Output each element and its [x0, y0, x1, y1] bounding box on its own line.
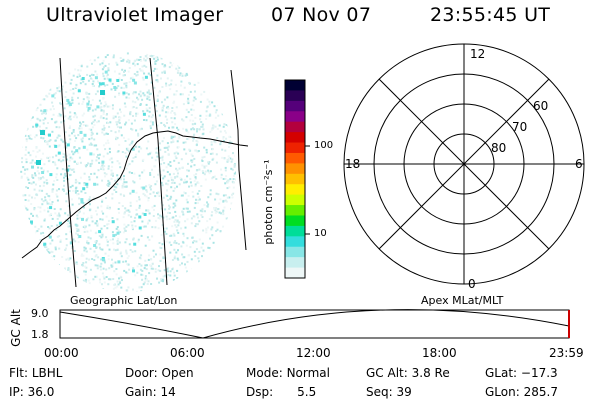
- header-title: Ultraviolet Imager: [46, 4, 224, 26]
- aurora-speckle: [20, 52, 236, 292]
- polar-plot: 12 18 6 0 60 70 80: [343, 43, 585, 291]
- geographic-image: [20, 52, 249, 292]
- altitude-timeline: GC Alt 9.0 1.8: [9, 307, 570, 347]
- header-time: 23:55:45 UT: [430, 4, 551, 26]
- colorbar: photon cm⁻²s⁻¹: [262, 79, 310, 279]
- info-gain: Gain: 14: [125, 385, 176, 399]
- info-glon-value: 285.7: [523, 385, 558, 399]
- mlt-label-left: 18: [345, 157, 360, 171]
- info-mode: Mode: Normal: [246, 366, 330, 380]
- colorbar-unit-label: photon cm⁻²s⁻¹: [262, 159, 275, 244]
- meridian-line: [149, 57, 168, 286]
- info-door: Door: Open: [125, 366, 194, 380]
- header-date: 07 Nov 07: [271, 4, 372, 26]
- timeline-ylabel: GC Alt: [9, 309, 23, 347]
- geographic-label: Geographic Lat/Lon: [70, 294, 178, 307]
- info-dsp: Dsp: 5.5: [246, 385, 317, 399]
- meridian-line: [59, 57, 77, 288]
- altitude-curve: [59, 309, 570, 339]
- info-glat-value: −17.3: [520, 366, 558, 380]
- mlt-label-right: 6: [575, 157, 583, 171]
- time-tick-0000: 00:00: [44, 346, 79, 360]
- timeline-ytick-high: 9.0: [31, 307, 49, 320]
- info-seq-value: 39: [396, 385, 412, 399]
- lat-label-80: 80: [491, 141, 506, 155]
- info-seq: Seq: 39: [366, 385, 412, 399]
- colorbar-tick-10: 10: [314, 228, 327, 239]
- info-gain-value: 14: [160, 385, 176, 399]
- mlt-label-top: 12: [470, 47, 485, 61]
- time-tick-1200: 12:00: [296, 346, 331, 360]
- info-flt: Flt: LBHL: [9, 366, 63, 380]
- info-flt-value: LBHL: [31, 366, 63, 380]
- info-gcalt-value: 3.8 Re: [411, 366, 450, 380]
- info-mode-value: Normal: [286, 366, 330, 380]
- polar-axis: [378, 78, 550, 250]
- lat-label-60: 60: [533, 99, 548, 113]
- lat-label-70: 70: [512, 120, 527, 134]
- colorbar-tick-100: 100: [314, 140, 334, 151]
- time-tick-0600: 06:00: [170, 346, 205, 360]
- timeline-ytick-low: 1.8: [31, 328, 49, 341]
- coastline: [21, 130, 249, 259]
- info-gcalt: GC Alt: 3.8 Re: [366, 366, 450, 380]
- info-ip-value: 36.0: [27, 385, 55, 399]
- meridian-line: [230, 69, 247, 251]
- info-ip: IP: 36.0: [9, 385, 55, 399]
- apex-label: Apex MLat/MLT: [421, 294, 504, 307]
- time-tick-2359: 23:59: [549, 346, 584, 360]
- colorbar-gradient: [285, 80, 305, 279]
- info-glon: GLon: 285.7: [485, 385, 558, 399]
- info-glat: GLat: −17.3: [485, 366, 558, 380]
- info-dsp-value: 5.5: [297, 385, 317, 399]
- mlt-label-bottom: 0: [468, 277, 476, 291]
- info-door-value: Open: [161, 366, 194, 380]
- time-tick-1800: 18:00: [422, 346, 457, 360]
